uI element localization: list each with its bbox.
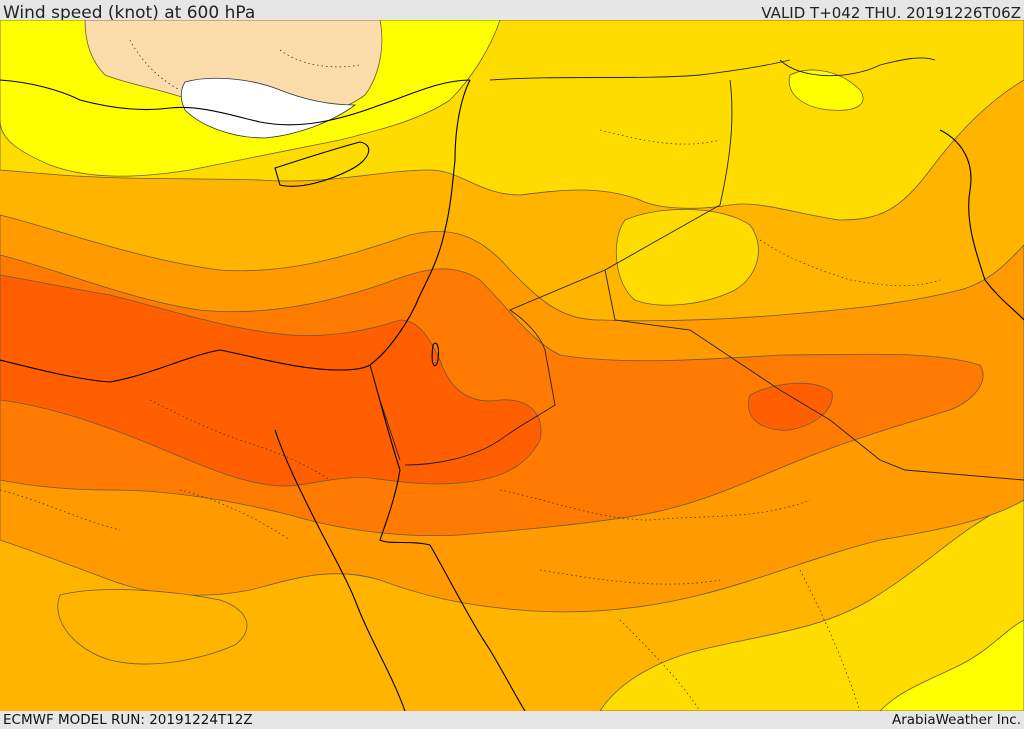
gold-zone-southeast [599, 499, 1024, 711]
wind-speed-map [0, 20, 1024, 711]
borders [369, 57, 1024, 481]
model-run-label: ECMWF MODEL RUN: 20191224T12Z [3, 712, 253, 728]
admin-lines [0, 39, 941, 711]
header-bar [0, 0, 1024, 20]
footer-bar [0, 711, 1024, 729]
red-orange-max [0, 274, 542, 487]
coastlines [0, 79, 1024, 711]
credit-label: ArabiaWeather Inc. [891, 712, 1021, 728]
map-title: Wind speed (knot) at 600 hPa [3, 3, 256, 23]
amber-lobe-southwest [57, 589, 248, 665]
yellow-blob-ne [788, 69, 864, 111]
valid-time: VALID T+042 THU. 20191226T06Z [761, 4, 1021, 22]
red-orange-spot [748, 382, 833, 431]
gold-blob-central [615, 208, 759, 306]
yellow-zone-southeast [879, 619, 1024, 711]
